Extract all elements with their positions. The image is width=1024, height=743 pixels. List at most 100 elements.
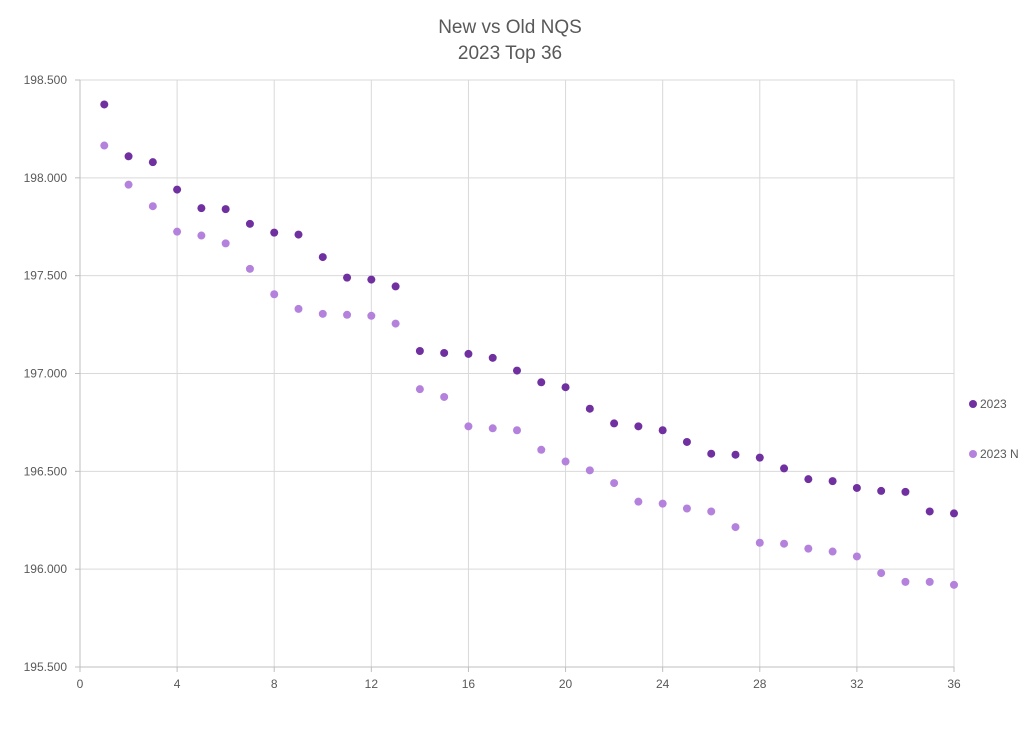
- data-point: [610, 419, 619, 428]
- data-point: [318, 309, 327, 318]
- data-point: [391, 282, 400, 291]
- data-point: [731, 450, 740, 459]
- data-point: [925, 577, 934, 586]
- data-point: [804, 544, 813, 553]
- data-point: [828, 477, 837, 486]
- data-point: [294, 304, 303, 313]
- data-point: [197, 204, 206, 213]
- data-point: [852, 552, 861, 561]
- data-point: [270, 228, 279, 237]
- axes: [75, 79, 955, 672]
- x-axis-ticks: 0 4 8 12 16 20 24 28 32 36: [77, 677, 961, 691]
- data-point: [610, 479, 619, 488]
- data-point: [391, 319, 400, 328]
- data-point: [221, 239, 230, 248]
- data-point: [488, 353, 497, 362]
- data-point: [148, 158, 157, 167]
- data-point: [561, 383, 570, 392]
- data-point: [415, 346, 424, 355]
- data-point: [367, 311, 376, 320]
- data-point: [537, 445, 546, 454]
- x-tick-label: 16: [462, 677, 476, 691]
- data-point: [755, 538, 764, 547]
- x-tick-label: 24: [656, 677, 670, 691]
- data-point: [513, 366, 521, 375]
- data-point: [561, 457, 570, 466]
- x-tick-label: 8: [271, 677, 278, 691]
- y-tick-label: 196.000: [24, 562, 68, 576]
- data-point: [343, 310, 352, 319]
- data-point: [585, 404, 594, 413]
- y-axis-ticks: 195.500 196.000 196.500 197.000 197.500 198.0…: [24, 73, 68, 674]
- data-point: [343, 273, 352, 282]
- data-point: [464, 422, 473, 431]
- legend-marker: [969, 400, 977, 408]
- x-tick-label: 20: [559, 677, 573, 691]
- data-point: [367, 275, 376, 284]
- data-point: [877, 486, 886, 495]
- data-point: [731, 523, 740, 532]
- data-point: [682, 504, 691, 513]
- data-point: [804, 475, 813, 484]
- data-point: [780, 464, 789, 473]
- data-point: [634, 497, 643, 506]
- data-point: [634, 422, 643, 431]
- data-point: [415, 385, 424, 394]
- series-2-points: [100, 141, 958, 589]
- legend: 2023 2023 N: [969, 397, 1019, 461]
- y-tick-label: 198.500: [24, 73, 68, 87]
- data-point: [100, 100, 109, 109]
- data-point: [852, 483, 861, 492]
- data-point: [124, 180, 133, 189]
- data-point: [464, 349, 473, 358]
- data-point: [245, 219, 254, 228]
- y-tick-label: 197.500: [24, 269, 68, 283]
- y-tick-label: 195.500: [24, 660, 68, 674]
- x-tick-label: 36: [947, 677, 961, 691]
- data-point: [780, 539, 789, 548]
- data-point: [124, 152, 133, 161]
- data-point: [877, 569, 886, 578]
- data-point: [513, 426, 521, 435]
- data-point: [148, 202, 157, 211]
- x-tick-label: 0: [77, 677, 84, 691]
- data-points: [100, 100, 958, 589]
- data-point: [950, 580, 958, 589]
- data-point: [828, 547, 837, 556]
- data-point: [537, 378, 546, 387]
- data-point: [755, 453, 764, 462]
- data-point: [440, 348, 449, 357]
- data-point: [245, 264, 254, 273]
- legend-label: 2023: [980, 397, 1007, 411]
- data-point: [294, 230, 303, 239]
- data-point: [197, 231, 206, 240]
- data-point: [658, 499, 667, 508]
- data-point: [270, 290, 279, 299]
- chart-title-line-2: 2023 Top 36: [458, 43, 562, 64]
- data-point: [318, 253, 327, 262]
- data-point: [488, 424, 497, 433]
- data-point: [173, 185, 182, 194]
- data-point: [173, 227, 182, 236]
- data-point: [658, 426, 667, 435]
- data-point: [925, 507, 934, 516]
- x-tick-label: 12: [365, 677, 379, 691]
- y-tick-label: 197.000: [24, 367, 68, 381]
- data-point: [682, 437, 691, 446]
- legend-label: 2023 N: [980, 447, 1019, 461]
- data-point: [100, 141, 109, 150]
- y-tick-label: 198.000: [24, 171, 68, 185]
- chart-title-line-1: New vs Old NQS: [438, 17, 582, 38]
- gridlines: [80, 79, 955, 667]
- data-point: [707, 449, 716, 458]
- data-point: [901, 577, 910, 586]
- series-1-points: [100, 100, 958, 518]
- x-tick-label: 32: [850, 677, 864, 691]
- data-point: [950, 509, 958, 518]
- data-point: [221, 205, 230, 214]
- data-point: [707, 507, 716, 516]
- data-point: [901, 487, 910, 496]
- x-tick-label: 28: [753, 677, 767, 691]
- data-point: [440, 392, 449, 401]
